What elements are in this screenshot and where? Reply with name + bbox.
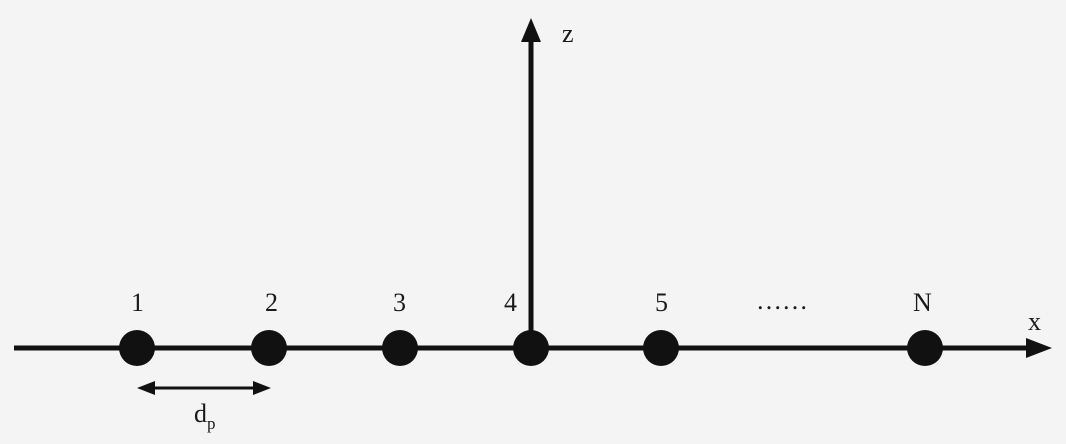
z-axis-arrowhead [521,18,541,42]
spacing-subscript: p [207,414,216,433]
element-label-5: 5 [655,288,668,317]
z-axis: z [521,18,574,348]
element-label-N: N [913,288,932,317]
element-labels: 1 2 3 4 5 N …… [131,286,932,317]
element-label-4: 4 [504,288,517,317]
spacing-label: dp [194,399,216,433]
x-axis-label: x [1028,307,1041,336]
array-element-5 [643,330,679,366]
z-axis-label: z [562,19,574,48]
array-element-1 [119,330,155,366]
array-element-2 [251,330,287,366]
spacing-arrow-right-head [253,381,271,395]
spacing-dimension: dp [137,381,271,433]
x-axis-arrowhead [1026,338,1052,358]
ellipsis-label: …… [756,286,808,315]
element-label-3: 3 [393,288,406,317]
array-element-4 [513,330,549,366]
spacing-symbol: d [194,399,207,428]
element-label-2: 2 [265,288,278,317]
array-element-3 [382,330,418,366]
array-elements [119,330,943,366]
spacing-arrow-left-head [137,381,155,395]
array-element-N [907,330,943,366]
element-label-1: 1 [131,288,144,317]
